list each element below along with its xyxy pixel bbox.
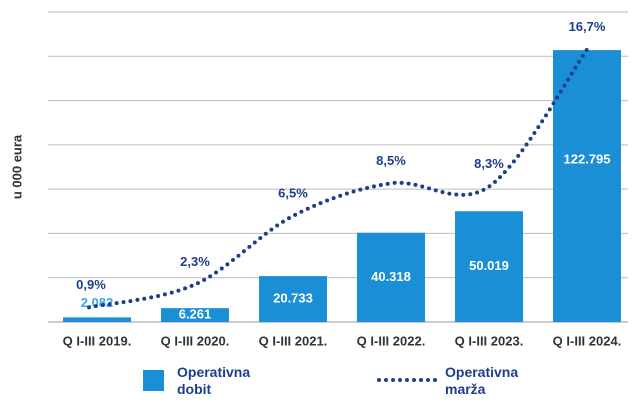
data-label: 40.318 — [371, 269, 411, 284]
bar — [63, 317, 131, 322]
data-label: 8,5% — [376, 153, 406, 168]
data-label: 122.795 — [564, 152, 611, 167]
legend-label: Operativna marža — [445, 364, 519, 397]
x-tick-label: Q I-III 2020. — [161, 333, 230, 348]
data-label: 16,7% — [569, 19, 606, 34]
data-label: 6.261 — [179, 307, 212, 322]
data-label: 8,3% — [474, 156, 504, 171]
data-label: 20.733 — [273, 290, 313, 305]
data-label: 6,5% — [278, 185, 308, 200]
bar — [357, 232, 425, 322]
legend-line — [377, 378, 444, 382]
bar — [455, 211, 523, 322]
legend-label: Operativna dobit — [177, 364, 251, 397]
data-label: 2,3% — [180, 254, 210, 269]
x-tick-label: Q I-III 2024. — [553, 333, 622, 348]
x-tick-label: Q I-III 2023. — [455, 333, 524, 348]
x-tick-label: Q I-III 2021. — [259, 333, 328, 348]
y-axis-label: u 000 eura — [9, 134, 24, 199]
bar — [553, 50, 621, 322]
x-tick-label: Q I-III 2022. — [357, 333, 426, 348]
bar — [161, 308, 229, 322]
data-label: 0,9% — [76, 277, 106, 292]
x-tick-label: Q I-III 2019. — [63, 333, 132, 348]
bar — [259, 276, 327, 322]
legend-swatch — [143, 370, 164, 391]
line — [87, 47, 589, 310]
data-label: 50.019 — [469, 258, 509, 273]
